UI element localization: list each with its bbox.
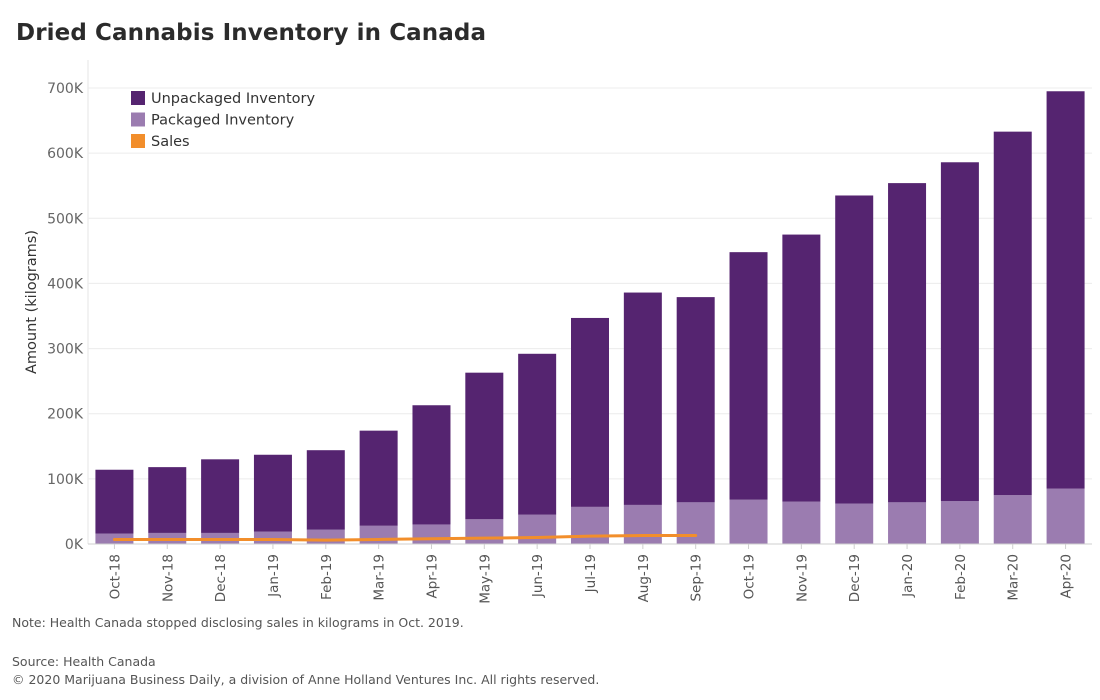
packaged-bar [359,525,398,544]
legend-label: Unpackaged Inventory [151,91,316,107]
unpackaged-bar [95,469,134,534]
packaged-bar [782,501,821,544]
unpackaged-bar [940,162,979,502]
unpackaged-bar [1046,91,1085,489]
y-tick-label: 400K [47,276,84,292]
packaged-bar [940,501,979,544]
x-tick-label: Oct-18 [107,554,123,599]
x-tick-label: Sep-19 [689,554,705,602]
unpackaged-bar [993,131,1032,496]
x-tick-label: Jan-20 [900,554,916,598]
x-tick-label: Nov-18 [160,554,176,602]
packaged-bar [306,529,345,544]
copyright-text: © 2020 Marijuana Business Daily, a divis… [12,672,600,687]
unpackaged-bar [412,405,451,525]
packaged-bar [623,504,662,544]
x-tick-label: Mar-20 [1006,554,1022,601]
unpackaged-bar [306,450,345,530]
x-tick-label: Apr-20 [1059,554,1075,599]
legend-swatch [131,134,145,148]
unpackaged-bar [571,317,609,507]
x-tick-label: Apr-19 [424,554,440,599]
y-tick-label: 500K [47,211,84,227]
legend-label: Packaged Inventory [151,113,295,129]
unpackaged-bar [676,297,715,503]
packaged-bar [888,502,927,544]
unpackaged-bar [201,459,240,533]
x-tick-label: Feb-19 [319,554,335,600]
legend-label: Sales [151,134,190,150]
footnote: Note: Health Canada stopped disclosing s… [12,615,464,630]
y-axis: 0K 100K 200K 300K 400K 500K 600K 700K [47,81,84,553]
packaged-bar [253,531,292,544]
packaged-bar [465,519,504,544]
y-tick-label: 0K [65,537,84,553]
legend-swatch [131,91,145,105]
packaged-bar [729,499,768,544]
y-tick-label: 600K [47,146,84,162]
x-tick-label: Aug-19 [636,554,652,602]
packaged-bar [676,502,715,544]
y-tick-label: 100K [47,472,84,488]
y-tick-label: 300K [47,342,84,358]
unpackaged-bar [729,252,768,500]
unpackaged-bar [359,430,398,526]
x-tick-label: Jan-19 [266,554,282,598]
x-tick-label: Jun-19 [530,554,546,598]
bars [95,91,1085,544]
x-tick-label: May-19 [477,554,493,604]
unpackaged-bar [253,454,292,532]
x-tick-label: Oct-19 [742,554,758,599]
y-axis-label: Amount (kilograms) [24,230,40,374]
source-text: Source: Health Canada [12,654,156,669]
unpackaged-bar [518,353,557,515]
legend-swatch [131,112,145,127]
unpackaged-bar [148,467,187,533]
packaged-bar [993,495,1032,544]
legend: Unpackaged Inventory Packaged Inventory Sa… [131,91,316,150]
chart-title: Dried Cannabis Inventory in Canada [16,20,487,46]
packaged-bar [412,524,451,544]
x-tick-label: Jul-19 [583,554,599,593]
packaged-bar [1046,488,1085,544]
x-tick-label: Dec-18 [213,554,229,602]
unpackaged-bar [623,292,662,505]
unpackaged-bar [782,234,821,502]
x-axis: Oct-18 Nov-18 Dec-18 Jan-19 Feb-19 Mar-19 Apr-… [88,543,1092,604]
bar-chart: 0K 100K 200K 300K 400K 500K 600K 700K Oct-18 Nov… [24,60,1092,604]
unpackaged-bar [835,195,874,504]
unpackaged-bar [888,183,927,503]
sales-line-path [112,534,698,542]
x-tick-label: Feb-20 [953,554,969,600]
y-tick-label: 200K [47,407,84,423]
packaged-bar [571,506,609,544]
x-tick-label: Dec-19 [847,554,863,602]
packaged-bar [835,503,874,544]
sales-line [112,534,698,542]
x-tick-label: Nov-19 [794,554,810,602]
x-tick-label: Mar-19 [372,554,388,601]
unpackaged-bar [465,372,504,520]
y-tick-label: 700K [47,81,84,97]
packaged-bar [518,514,557,544]
